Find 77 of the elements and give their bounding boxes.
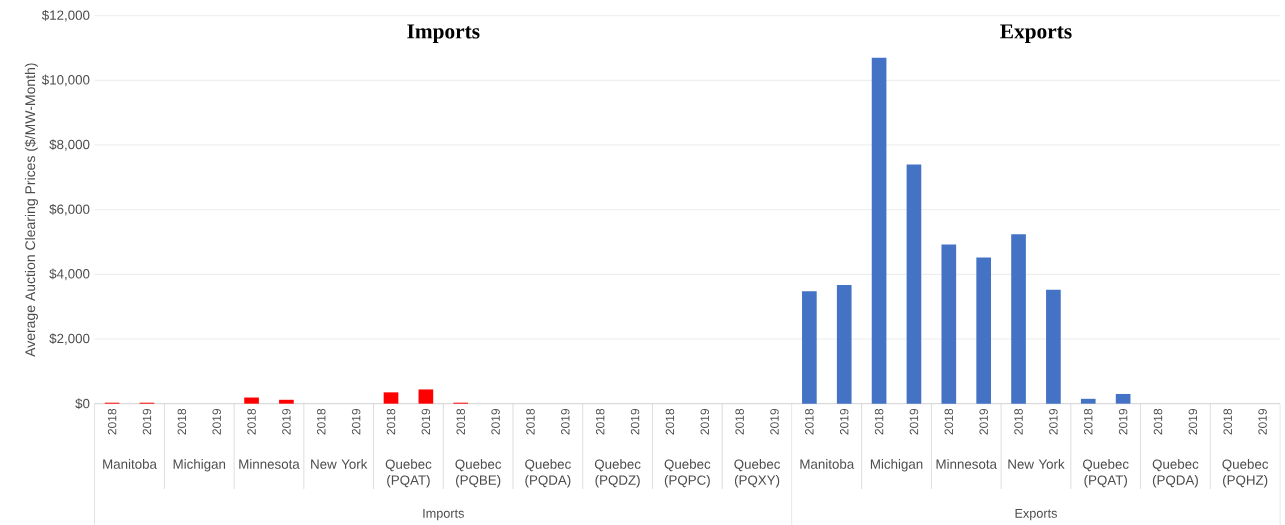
x-tick-label: 2019 [142, 408, 152, 435]
x-tick-label: 2019 [700, 408, 710, 435]
bar [941, 244, 957, 404]
x-tick-label: 2019 [770, 408, 779, 435]
text: New York [1008, 459, 1065, 469]
x-tick-label: 2019 [282, 408, 291, 435]
text: Quebec (PQDZ) [594, 459, 641, 488]
x-tick-label: 2018 [805, 408, 814, 435]
x-tick-label: 2019 [1258, 408, 1267, 435]
x-tick-label: 2019 [979, 408, 988, 435]
bar [279, 399, 294, 404]
x-tick-label: 2018 [386, 408, 396, 435]
text: Minnesota [936, 459, 997, 469]
y-tick-label: $8,000 [49, 139, 90, 151]
x-tick-label: 2018 [317, 408, 326, 435]
x-tick-label: 2019 [561, 408, 570, 435]
x-tick-label: 2019 [1049, 408, 1058, 435]
bar [244, 397, 259, 404]
x-tick-label: 2018 [247, 408, 256, 435]
text: Michigan [870, 459, 923, 472]
text: Manitoba [800, 459, 855, 469]
text: Quebec (PQBE) [455, 459, 502, 488]
x-tick-label: 2018 [177, 408, 187, 435]
y-tick-label: $12,000 [41, 9, 90, 22]
bar [383, 392, 399, 404]
text: Quebec (PQHZ) [1222, 459, 1269, 488]
x-tick-label: 2019 [421, 408, 431, 435]
text: Imports [423, 508, 464, 521]
annotation: Exports [1000, 24, 1072, 43]
text: Michigan [173, 459, 226, 472]
x-tick-label: 2018 [1014, 408, 1023, 435]
x-tick-label: 2018 [526, 408, 535, 435]
x-tick-label: 2018 [665, 408, 675, 435]
text: Quebec (PQAT) [1082, 459, 1129, 488]
bar [418, 389, 434, 404]
y-tick-label: $2,000 [49, 333, 90, 345]
x-tick-label: 2018 [1153, 408, 1163, 435]
bar [871, 57, 887, 404]
x-tick-label: 2019 [1118, 408, 1128, 435]
x-tick-label: 2018 [735, 408, 744, 435]
bar [906, 164, 922, 404]
bar [1080, 398, 1096, 404]
x-tick-label: 2018 [944, 408, 954, 435]
y-tick-label: $0 [75, 398, 90, 410]
y-tick-label: $4,000 [49, 268, 90, 281]
y-tick-label: $10,000 [41, 74, 90, 87]
text: Quebec (PQDA) [1152, 459, 1199, 488]
text: Quebec (PQAT) [385, 459, 432, 488]
text: New York [311, 459, 368, 469]
bar [976, 257, 992, 404]
bar [1011, 234, 1026, 404]
x-tick-label: 2018 [595, 408, 605, 435]
x-tick-label: 2018 [874, 408, 884, 435]
x-tick-label: 2018 [1084, 408, 1093, 435]
text: Quebec (PQXY) [734, 459, 781, 488]
x-tick-label: 2018 [1223, 408, 1232, 435]
x-tick-label: 2018 [456, 408, 465, 435]
annotation: Imports [407, 24, 480, 43]
bar [1046, 289, 1061, 404]
x-tick-label: 2018 [107, 408, 117, 435]
bar [836, 285, 852, 404]
y-axis-title: Average Auction Clearing Prices ($/MW-Month) [24, 63, 38, 357]
x-tick-label: 2019 [839, 408, 849, 435]
text: Quebec (PQDA) [525, 459, 571, 488]
text: Quebec (PQPC) [664, 459, 711, 488]
x-tick-label: 2019 [351, 408, 361, 435]
x-tick-label: 2019 [212, 408, 221, 435]
x-tick-label: 2019 [1188, 408, 1198, 435]
bar [1115, 393, 1131, 404]
x-tick-label: 2019 [630, 408, 640, 435]
text: Minnesota [239, 459, 300, 469]
text: Manitoba [103, 459, 157, 469]
x-tick-label: 2019 [491, 408, 500, 435]
y-tick-label: $6,000 [49, 203, 90, 216]
x-tick-label: 2019 [909, 408, 919, 435]
text: Exports [1015, 508, 1057, 521]
bar [802, 291, 817, 404]
